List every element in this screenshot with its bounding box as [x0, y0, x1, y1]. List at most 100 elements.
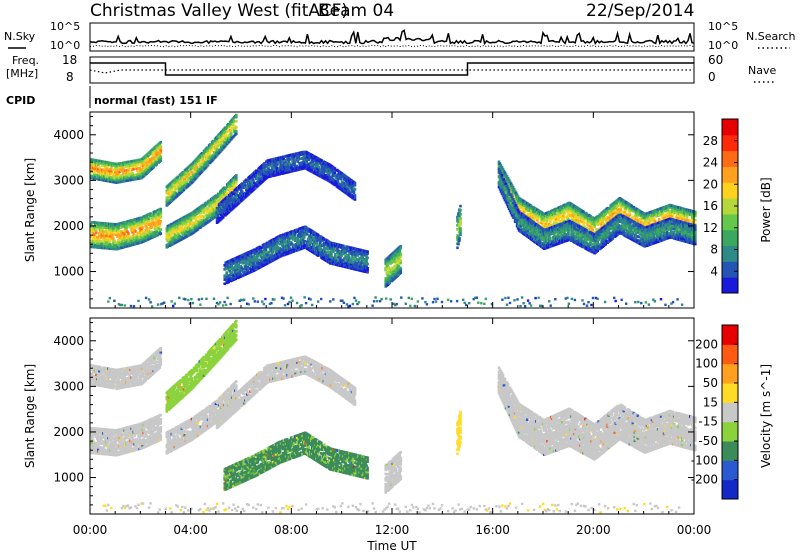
- echo-cell: [271, 172, 274, 176]
- echo-cell: [105, 226, 108, 229]
- echo-cell: [235, 176, 238, 179]
- echo-cell: [139, 239, 142, 242]
- echo-cell: [320, 248, 323, 251]
- echo-cell: [253, 248, 257, 251]
- echo-cell: [353, 181, 357, 185]
- echo-cell: [243, 259, 247, 262]
- echo-cell: [108, 241, 111, 244]
- echo-cell: [186, 230, 190, 233]
- echo-cell: [194, 219, 198, 222]
- echo-cell: [126, 230, 129, 234]
- echo-cell: [350, 187, 354, 191]
- echo-cell: [226, 188, 230, 192]
- echo-cell: [131, 231, 134, 234]
- echo-cell: [252, 254, 256, 258]
- echo-cell: [108, 228, 111, 232]
- echo-cell: [155, 221, 158, 225]
- echo-cell: [353, 196, 357, 199]
- echo-cell: [291, 161, 294, 165]
- echo-cell: [95, 173, 98, 177]
- echo-cell: [278, 172, 281, 176]
- echo-cell: [141, 222, 144, 225]
- echo-cell: [310, 166, 314, 169]
- echo-cell: [235, 115, 238, 119]
- echo-cell: [308, 156, 311, 160]
- echo-cell: [91, 235, 94, 238]
- echo-cell: [235, 130, 238, 133]
- echo-cell: [237, 263, 241, 267]
- echo-cell: [259, 249, 263, 252]
- echo-cell: [94, 167, 97, 170]
- echo-cell: [176, 227, 180, 231]
- echo-cell: [332, 250, 335, 253]
- echo-cell: [102, 224, 105, 227]
- echo-cell: [167, 236, 171, 240]
- echo-cell: [135, 238, 138, 241]
- echo-cell: [227, 268, 230, 271]
- echo-cell: [95, 177, 98, 181]
- echo-cell: [205, 219, 209, 222]
- echo-cell: [366, 250, 369, 253]
- echo-cell: [267, 163, 270, 166]
- echo-cell: [170, 237, 174, 240]
- cpid-panel: CPID normal (fast) 151 IF: [6, 86, 218, 108]
- echo-cell: [316, 245, 319, 249]
- echo-cell: [292, 237, 296, 241]
- echo-cell: [305, 161, 308, 164]
- echo-cell: [183, 225, 187, 229]
- echo-cell: [279, 240, 283, 243]
- echo-cell: [173, 225, 177, 228]
- echo-cell: [101, 242, 104, 246]
- echo-cell: [243, 267, 247, 270]
- echo-cell: [339, 258, 342, 261]
- echo-cell: [263, 242, 267, 246]
- noise-right-tick-low: 10^0: [708, 39, 738, 52]
- echo-cell: [274, 163, 277, 167]
- echo-cell: [241, 186, 244, 189]
- echo-cell: [314, 242, 317, 245]
- echo-cell: [113, 247, 116, 251]
- echo-cell: [119, 176, 122, 180]
- echo-cell: [129, 172, 132, 176]
- echo-cell: [138, 219, 141, 222]
- echo-cell: [319, 241, 322, 244]
- echo-cell: [290, 163, 293, 167]
- echo-cell: [103, 240, 106, 244]
- echo-cell: [178, 234, 182, 238]
- echo-cell: [224, 265, 227, 269]
- date-label: 22/Sep/2014: [586, 1, 694, 21]
- echo-cell: [263, 246, 267, 250]
- echo-cell: [273, 243, 277, 247]
- echo-cell: [285, 158, 288, 162]
- noise-left-tick-low: 10^0: [50, 39, 80, 52]
- echo-cell: [284, 242, 288, 246]
- echo-cell: [159, 232, 163, 235]
- echo-cell: [269, 245, 273, 249]
- echo-cell: [299, 233, 303, 236]
- echo-cell: [271, 254, 275, 258]
- noise-left-tick-high: 10^5: [50, 20, 80, 33]
- echo-cell: [199, 211, 203, 214]
- echo-cell: [147, 231, 150, 235]
- echo-cell: [399, 253, 403, 256]
- echo-cell: [198, 220, 202, 223]
- echo-cell: [119, 168, 122, 171]
- echo-cell: [307, 238, 311, 241]
- echo-cell: [283, 247, 287, 250]
- echo-cell: [155, 161, 158, 164]
- echo-cell: [241, 268, 245, 271]
- echo-cell: [330, 254, 333, 257]
- echo-cell: [210, 149, 214, 152]
- echo-cell: [333, 169, 337, 172]
- freq-tick-high: 18: [62, 53, 77, 67]
- echo-cell: [206, 206, 210, 209]
- echo-cell: [227, 136, 231, 139]
- echo-cell: [175, 234, 179, 237]
- echo-cell: [157, 227, 160, 230]
- echo-cell: [104, 232, 107, 236]
- echo-cell: [212, 201, 216, 205]
- echo-cell: [320, 254, 323, 257]
- echo-band: [215, 150, 357, 224]
- echo-cell: [335, 174, 339, 178]
- echo-cell: [167, 232, 171, 236]
